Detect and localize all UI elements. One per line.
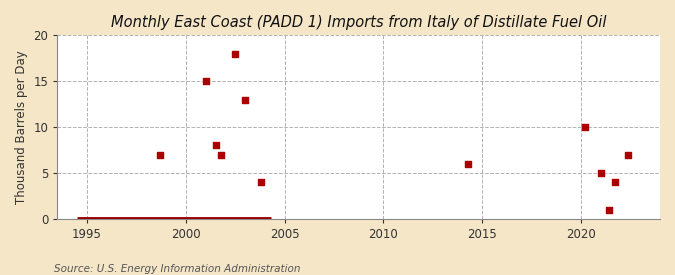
Y-axis label: Thousand Barrels per Day: Thousand Barrels per Day	[15, 50, 28, 204]
Point	[580, 125, 591, 129]
Text: Source: U.S. Energy Information Administration: Source: U.S. Energy Information Administ…	[54, 264, 300, 274]
Point	[609, 180, 620, 184]
Point	[603, 207, 614, 212]
Title: Monthly East Coast (PADD 1) Imports from Italy of Distillate Fuel Oil: Monthly East Coast (PADD 1) Imports from…	[111, 15, 606, 30]
Point	[623, 152, 634, 157]
Point	[256, 180, 267, 184]
Point	[200, 79, 211, 83]
Point	[463, 161, 474, 166]
Point	[595, 171, 606, 175]
Point	[216, 152, 227, 157]
Point	[155, 152, 165, 157]
Point	[240, 97, 250, 102]
Point	[230, 51, 241, 56]
Point	[210, 143, 221, 148]
